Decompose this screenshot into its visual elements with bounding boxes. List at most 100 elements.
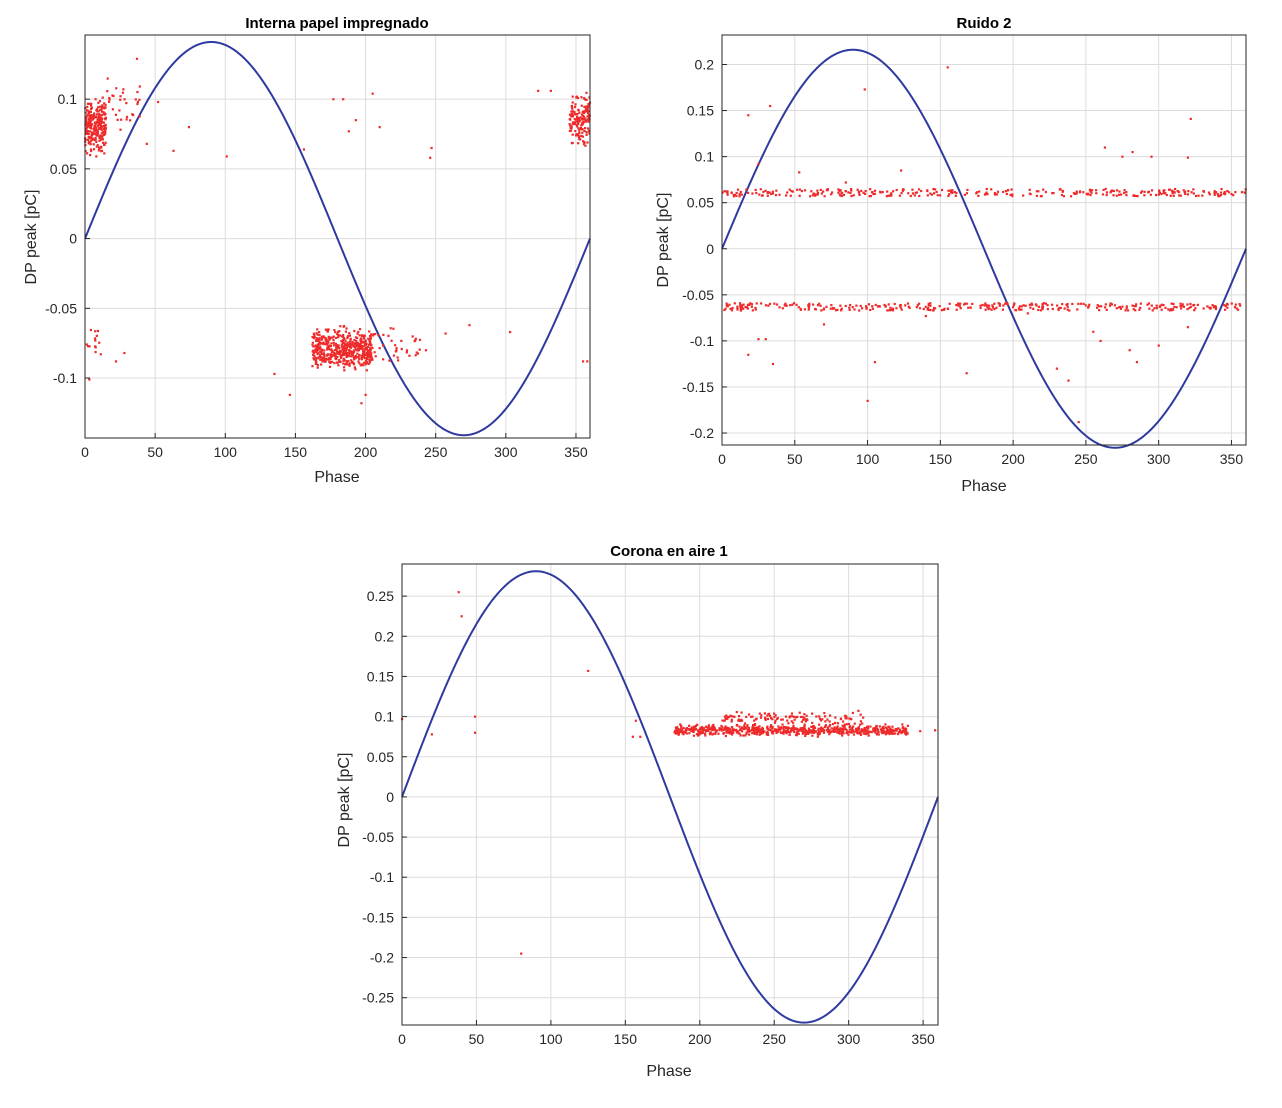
y-tick-label: -0.15 [362, 909, 394, 925]
y-tick-label: 0.1 [375, 709, 395, 725]
data-point [867, 303, 871, 306]
data-point [1197, 194, 1200, 197]
data-point [996, 190, 1000, 193]
data-point [400, 339, 403, 342]
data-point [90, 131, 93, 134]
data-point [104, 125, 107, 129]
data-point [348, 353, 351, 356]
data-point [818, 717, 822, 720]
data-point [1182, 189, 1185, 192]
data-point [864, 305, 868, 308]
x-tick-label: 150 [284, 444, 308, 460]
data-point [571, 122, 574, 126]
data-point [91, 118, 94, 121]
data-point [685, 727, 688, 730]
data-point [864, 730, 867, 733]
data-point [328, 357, 331, 360]
data-point [881, 731, 884, 735]
data-point [424, 349, 428, 352]
data-point [911, 192, 915, 195]
reference-sine-line [721, 48, 1247, 449]
data-point [114, 360, 118, 363]
data-point [785, 304, 788, 307]
data-point [726, 190, 729, 193]
data-point [786, 728, 790, 731]
data-point [1041, 302, 1044, 306]
data-point [773, 721, 777, 724]
data-point [323, 358, 327, 362]
data-point [881, 726, 884, 729]
y-tick-label: -0.1 [53, 370, 77, 386]
data-point [97, 149, 100, 152]
data-point [904, 730, 907, 733]
data-point [990, 188, 993, 191]
data-point [986, 306, 989, 309]
data-point [848, 725, 852, 728]
data-point [751, 725, 754, 729]
data-point [964, 302, 967, 305]
data-point [89, 117, 92, 120]
data-point [326, 339, 329, 342]
data-point [568, 123, 571, 126]
data-point [331, 349, 334, 353]
data-point [771, 192, 775, 195]
data-point [356, 343, 359, 346]
data-point [771, 362, 775, 366]
data-point [354, 357, 357, 360]
data-point [415, 351, 418, 354]
data-point [793, 718, 796, 721]
data-point [991, 304, 994, 307]
data-point [987, 307, 990, 311]
data-point [852, 733, 856, 736]
data-point [363, 334, 366, 338]
data-point [784, 726, 788, 730]
data-point [90, 124, 93, 127]
data-point [839, 304, 842, 307]
data-point [811, 721, 814, 724]
data-point [585, 133, 588, 136]
data-point [800, 727, 803, 730]
data-point [351, 361, 354, 364]
data-point [1155, 304, 1158, 307]
data-point [568, 113, 572, 116]
data-point [971, 302, 974, 306]
data-point [807, 728, 811, 731]
data-point [411, 335, 414, 338]
data-point [88, 117, 91, 120]
data-point [1125, 307, 1128, 310]
data-point [822, 731, 826, 734]
data-point [1095, 189, 1098, 192]
data-point [1022, 304, 1025, 307]
data-point [817, 723, 821, 726]
data-point [965, 192, 969, 195]
data-point [473, 731, 477, 734]
data-point [320, 336, 323, 339]
data-point [367, 349, 370, 352]
data-point [892, 729, 896, 732]
data-point [315, 356, 318, 360]
data-point [360, 341, 363, 345]
data-point [288, 393, 292, 396]
y-tick-label: 0.25 [367, 588, 394, 604]
data-point [1177, 190, 1181, 194]
data-point [371, 92, 374, 95]
data-point [932, 188, 935, 191]
data-point [717, 732, 720, 735]
data-point [766, 714, 769, 717]
data-point [754, 718, 758, 721]
data-point [897, 732, 900, 736]
data-point [1035, 190, 1038, 193]
data-point [585, 118, 589, 121]
data-point [378, 347, 381, 350]
data-point [754, 726, 757, 729]
data-point [979, 306, 982, 310]
data-point [355, 339, 358, 343]
data-point [822, 308, 825, 311]
data-point [807, 730, 810, 733]
data-point [810, 190, 813, 193]
data-point [343, 369, 346, 372]
data-point [678, 728, 681, 731]
data-point [570, 114, 574, 117]
data-point [720, 729, 724, 732]
data-point [583, 129, 586, 133]
